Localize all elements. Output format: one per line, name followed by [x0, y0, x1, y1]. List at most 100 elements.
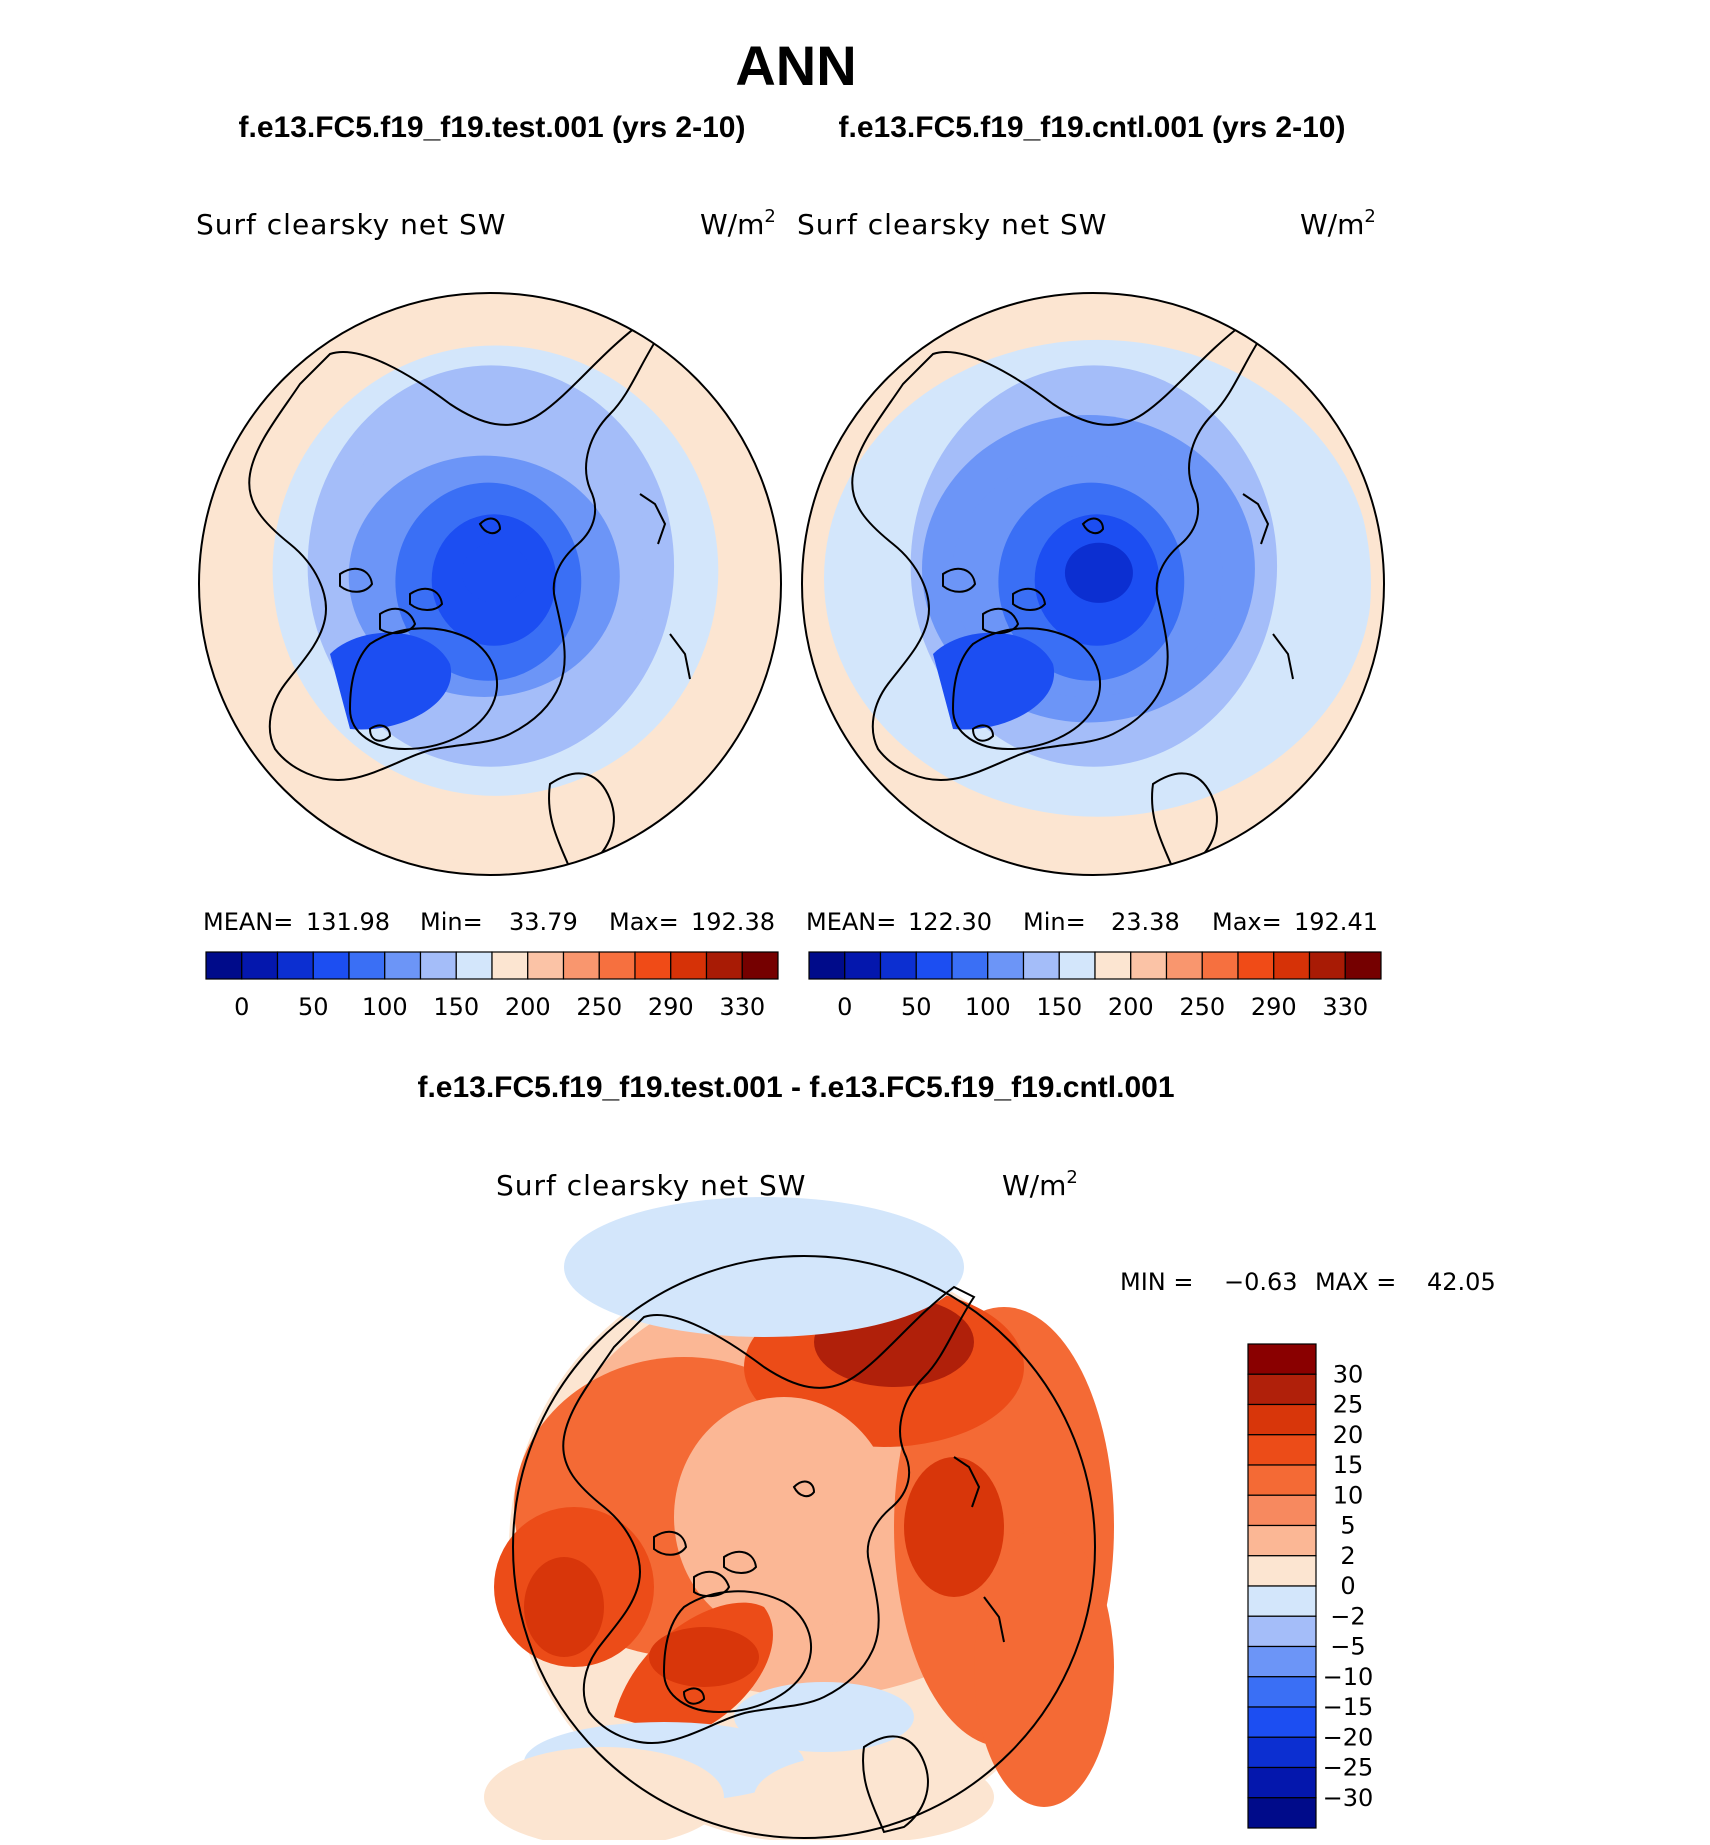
contour-band — [564, 1197, 964, 1337]
colorbar-tick-label: 50 — [298, 993, 329, 1021]
cntl-units: W/m2 — [1300, 206, 1376, 241]
colorbar-tick-label: 2 — [1340, 1542, 1355, 1570]
colorbar-tick-label: 20 — [1333, 1421, 1364, 1449]
test-mean-label: MEAN= — [203, 908, 293, 936]
colorbar-tick-label: −30 — [1323, 1784, 1374, 1812]
cntl-max-label: Max= — [1212, 908, 1282, 936]
test-field-title: Surf clearsky net SW — [196, 208, 506, 241]
contour-band — [974, 1527, 1114, 1807]
diff-max-value: 42.05 — [1427, 1268, 1496, 1296]
colorbar-swatch — [844, 951, 882, 980]
colorbar-swatch — [1247, 1494, 1317, 1527]
colorbar-swatch — [598, 951, 636, 980]
diff-min-label: MIN = — [1120, 1268, 1193, 1296]
colorbar-swatch — [670, 951, 708, 980]
contour-band — [1064, 542, 1133, 603]
cntl-mean-label: MEAN= — [806, 908, 896, 936]
colorbar-tick-label: 330 — [1322, 993, 1368, 1021]
difference-header: f.e13.FC5.f19_f19.test.001 - f.e13.FC5.f… — [417, 1071, 1174, 1104]
contour-band — [649, 1627, 759, 1687]
contour-band — [904, 1457, 1004, 1597]
colorbar-tick-label: 100 — [362, 993, 408, 1021]
colorbar-swatch — [348, 951, 386, 980]
diff-field-title: Surf clearsky net SW — [496, 1169, 806, 1202]
contour-band — [524, 1557, 604, 1657]
colorbar-swatch — [1247, 1434, 1317, 1466]
colorbar-swatch — [634, 951, 672, 980]
colorbar-tick-label: 150 — [433, 993, 479, 1021]
test-map — [198, 292, 782, 876]
colorbar-swatch — [205, 951, 243, 980]
cntl-panel: Surf clearsky net SW W/m2 MEAN= 122.30 M… — [797, 206, 1385, 1021]
colorbar-swatch — [455, 951, 493, 980]
test-colorbar: 0 50 100 150 200 250 290 330 — [205, 951, 779, 1021]
colorbar-tick-label: 100 — [965, 993, 1011, 1021]
colorbar-tick-label: 290 — [648, 993, 694, 1021]
colorbar-swatch — [951, 951, 989, 980]
cntl-map — [801, 292, 1385, 876]
colorbar-tick-label: 200 — [505, 993, 551, 1021]
colorbar-swatch — [1247, 1645, 1317, 1678]
test-case-header: f.e13.FC5.f19_f19.test.001 (yrs 2-10) — [239, 111, 746, 144]
cntl-min-label: Min= — [1023, 908, 1086, 936]
cntl-field-title: Surf clearsky net SW — [797, 208, 1107, 241]
diff-units: W/m2 — [1002, 1167, 1078, 1202]
contour-band — [199, 293, 781, 875]
colorbar-swatch — [276, 951, 314, 980]
test-max-label: Max= — [609, 908, 679, 936]
colorbar-swatch — [1130, 951, 1168, 980]
colorbar-swatch — [1247, 1615, 1317, 1648]
colorbar-swatch — [241, 951, 279, 980]
colorbar-swatch — [879, 951, 917, 980]
contour-band — [674, 1397, 894, 1637]
colorbar-swatch — [491, 951, 529, 980]
colorbar-swatch — [915, 951, 953, 980]
contour-band — [461, 542, 530, 603]
colorbar-swatch — [312, 951, 350, 980]
colorbar-tick-label: 10 — [1333, 1481, 1364, 1509]
colorbar-swatch — [1247, 1585, 1317, 1617]
colorbar-tick-label: 250 — [1179, 993, 1225, 1021]
test-mean-value: 131.98 — [306, 908, 390, 936]
colorbar-swatch — [1247, 1403, 1317, 1436]
contour-band — [802, 293, 1384, 875]
diff-map — [484, 1197, 1114, 1845]
contour-band — [734, 1682, 914, 1752]
colorbar-swatch — [1247, 1736, 1317, 1769]
colorbar-tick-label: 0 — [837, 993, 852, 1021]
colorbar-tick-label: 330 — [719, 993, 765, 1021]
colorbar-tick-label: −2 — [1330, 1602, 1365, 1630]
colorbar-swatch — [741, 951, 779, 980]
colorbar-swatch — [1237, 951, 1275, 980]
colorbar-tick-label: 50 — [901, 993, 932, 1021]
cntl-max-value: 192.41 — [1294, 908, 1378, 936]
contour-band — [484, 1747, 724, 1845]
map-boundary — [198, 292, 782, 876]
test-max-value: 192.38 — [691, 908, 775, 936]
colorbar-swatch — [562, 951, 600, 980]
colorbar-tick-label: 5 — [1340, 1512, 1355, 1540]
colorbar-swatch — [1247, 1524, 1317, 1557]
colorbar-swatch — [1094, 951, 1132, 980]
colorbar-swatch — [1247, 1555, 1317, 1587]
colorbar-swatch — [527, 951, 565, 980]
colorbar-swatch — [1273, 951, 1311, 980]
colorbar-swatch — [1247, 1464, 1317, 1496]
cntl-mean-value: 122.30 — [908, 908, 992, 936]
colorbar-swatch — [1247, 1797, 1317, 1829]
colorbar-swatch — [1308, 951, 1346, 980]
cntl-case-header: f.e13.FC5.f19_f19.cntl.001 (yrs 2-10) — [839, 111, 1346, 144]
test-min-label: Min= — [420, 908, 483, 936]
colorbar-swatch — [987, 951, 1025, 980]
colorbar-swatch — [1247, 1343, 1317, 1375]
colorbar-swatch — [1247, 1373, 1317, 1406]
cntl-min-value: 23.38 — [1111, 908, 1180, 936]
colorbar-swatch — [1247, 1676, 1317, 1708]
colorbar-tick-label: −5 — [1330, 1633, 1365, 1661]
colorbar-swatch — [1022, 951, 1060, 980]
colorbar-swatch — [808, 951, 846, 980]
colorbar-swatch — [384, 951, 422, 980]
colorbar-swatch — [1247, 1766, 1317, 1799]
colorbar-swatch — [419, 951, 457, 980]
